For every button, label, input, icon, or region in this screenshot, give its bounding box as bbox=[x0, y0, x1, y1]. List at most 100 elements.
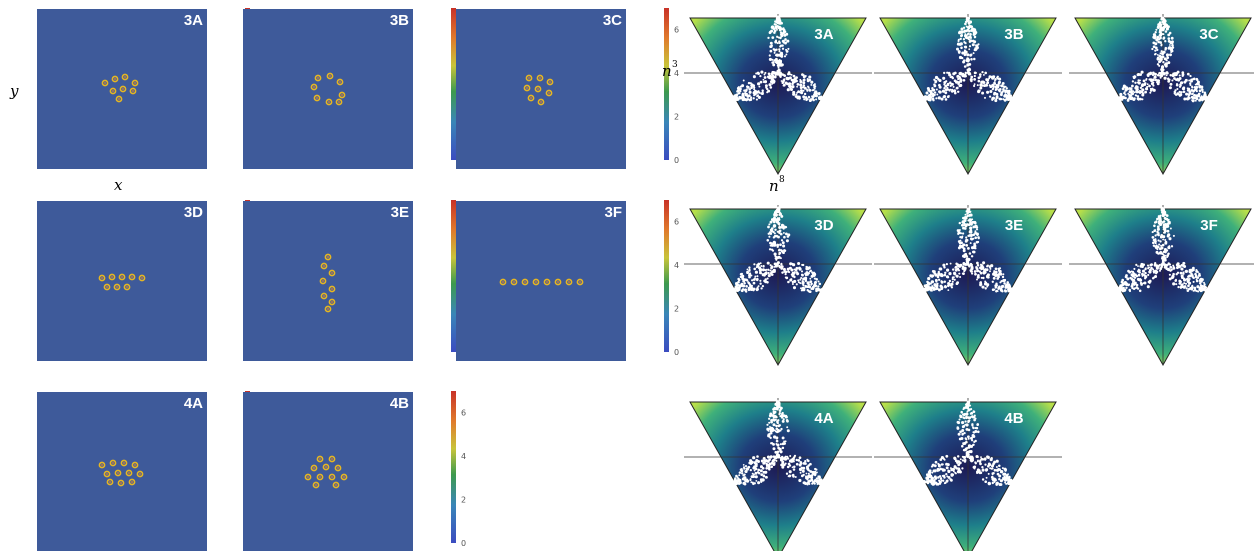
state-point bbox=[1153, 36, 1157, 40]
state-point bbox=[984, 96, 986, 99]
state-point bbox=[1175, 278, 1177, 281]
state-point bbox=[979, 263, 983, 266]
state-point bbox=[974, 272, 977, 276]
state-point bbox=[769, 232, 773, 235]
state-point bbox=[1137, 265, 1139, 267]
state-point bbox=[769, 269, 772, 272]
state-point bbox=[966, 17, 969, 20]
state-point bbox=[1190, 274, 1194, 277]
state-point bbox=[943, 285, 948, 289]
state-point bbox=[1131, 84, 1134, 88]
state-point bbox=[965, 447, 969, 450]
state-point bbox=[782, 231, 785, 234]
state-point bbox=[1192, 266, 1195, 270]
state-point bbox=[1201, 285, 1204, 288]
state-point bbox=[1163, 247, 1167, 252]
state-point bbox=[740, 289, 744, 293]
state-point bbox=[1162, 33, 1165, 36]
state-point bbox=[964, 22, 967, 26]
vortex-core bbox=[343, 476, 345, 478]
vortex-core bbox=[530, 97, 532, 99]
state-point bbox=[1182, 86, 1186, 89]
vortex-core bbox=[331, 301, 333, 303]
state-point bbox=[937, 278, 941, 281]
state-point bbox=[1197, 92, 1201, 96]
state-point bbox=[967, 19, 970, 22]
state-point bbox=[1165, 214, 1169, 217]
state-point bbox=[1125, 286, 1128, 289]
state-point bbox=[1183, 282, 1186, 285]
state-point bbox=[776, 24, 780, 28]
state-point bbox=[1183, 278, 1187, 282]
state-point bbox=[741, 85, 744, 88]
vortex-ring bbox=[131, 461, 139, 469]
state-point bbox=[750, 96, 753, 99]
state-point bbox=[1173, 77, 1176, 80]
state-point bbox=[802, 473, 805, 477]
vortex-ring bbox=[534, 85, 542, 93]
state-point bbox=[777, 218, 781, 222]
state-point bbox=[994, 88, 997, 92]
state-point bbox=[1167, 33, 1171, 37]
state-point bbox=[809, 277, 812, 280]
state-point bbox=[933, 475, 937, 479]
state-point bbox=[776, 256, 780, 259]
state-point bbox=[1161, 66, 1164, 69]
state-point bbox=[934, 287, 937, 291]
state-point bbox=[791, 474, 795, 477]
state-point bbox=[1188, 281, 1192, 285]
colorbar bbox=[451, 8, 456, 160]
state-point bbox=[1156, 63, 1160, 66]
state-point bbox=[755, 480, 758, 482]
vortex-ring bbox=[113, 283, 121, 291]
state-point bbox=[782, 251, 785, 255]
state-point bbox=[947, 276, 950, 279]
state-point bbox=[787, 47, 790, 50]
colorbar-tick-label: 6 bbox=[674, 218, 679, 227]
state-point bbox=[995, 92, 999, 96]
vortex-ring bbox=[525, 74, 533, 82]
state-point bbox=[770, 45, 773, 48]
state-point bbox=[993, 468, 997, 472]
state-point bbox=[795, 283, 798, 286]
state-point bbox=[988, 75, 992, 79]
state-point bbox=[772, 48, 776, 51]
vortex-ring bbox=[319, 277, 327, 285]
state-point bbox=[752, 456, 756, 460]
state-point bbox=[1131, 274, 1135, 278]
state-point bbox=[1161, 243, 1165, 247]
state-point bbox=[1141, 269, 1146, 273]
state-point bbox=[927, 472, 932, 477]
state-point bbox=[1195, 268, 1198, 272]
state-point bbox=[791, 275, 795, 278]
state-point bbox=[957, 421, 961, 425]
state-point bbox=[969, 36, 973, 40]
state-point bbox=[745, 278, 748, 281]
state-point bbox=[769, 49, 773, 53]
state-point bbox=[936, 282, 939, 285]
state-point bbox=[812, 84, 816, 87]
state-point bbox=[812, 288, 815, 291]
state-point bbox=[1158, 243, 1161, 246]
state-point bbox=[1194, 272, 1197, 276]
state-point bbox=[972, 415, 976, 419]
state-point bbox=[1199, 96, 1203, 100]
state-point bbox=[785, 276, 789, 280]
vortex-ring bbox=[532, 278, 540, 286]
state-point bbox=[769, 429, 773, 433]
state-point bbox=[764, 470, 768, 474]
state-point bbox=[1011, 98, 1015, 101]
panel-label: 3B bbox=[1004, 26, 1023, 43]
state-point bbox=[1158, 79, 1161, 82]
state-point bbox=[1185, 287, 1188, 290]
state-point bbox=[751, 279, 754, 282]
order-triangle-3d: 3D bbox=[684, 205, 872, 367]
state-point bbox=[984, 287, 987, 290]
state-point bbox=[948, 282, 951, 286]
state-point bbox=[963, 458, 967, 462]
state-point bbox=[968, 29, 971, 33]
state-point bbox=[991, 288, 995, 291]
state-point bbox=[1168, 86, 1172, 90]
state-point bbox=[1164, 40, 1167, 43]
